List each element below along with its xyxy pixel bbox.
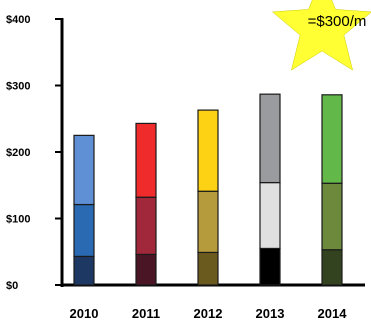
bar-segment-2010-3 bbox=[74, 135, 94, 204]
x-tick-label: 2010 bbox=[70, 306, 99, 321]
y-tick-label: $300 bbox=[6, 81, 30, 93]
bar-segment-2014-2 bbox=[322, 183, 342, 250]
bar-segment-2011-3 bbox=[136, 123, 156, 197]
bar-segment-2013-3 bbox=[260, 94, 280, 182]
y-tick-label: $100 bbox=[6, 214, 30, 226]
y-tick-label: $400 bbox=[6, 14, 30, 26]
bar-segment-2010-1 bbox=[74, 256, 94, 285]
bar-segment-2013-1 bbox=[260, 248, 280, 285]
y-tick-label: $0 bbox=[6, 280, 18, 292]
star-icon bbox=[273, 0, 371, 70]
bar-segment-2012-2 bbox=[198, 191, 218, 252]
bar-segment-2010-2 bbox=[74, 205, 94, 257]
bar-segment-2013-2 bbox=[260, 183, 280, 249]
x-tick-label: 2014 bbox=[318, 306, 348, 321]
bar-segment-2012-1 bbox=[198, 252, 218, 285]
x-tick-label: 2012 bbox=[194, 306, 223, 321]
bar-segment-2014-1 bbox=[322, 250, 342, 285]
bar-segment-2014-3 bbox=[322, 95, 342, 183]
bar-segment-2012-3 bbox=[198, 110, 218, 191]
star-annotation-label: =$300/m bbox=[308, 13, 367, 30]
star-annotation: =$300/m bbox=[273, 0, 371, 70]
x-tick-label: 2011 bbox=[132, 306, 160, 321]
x-tick-label: 2013 bbox=[256, 306, 285, 321]
bar-segment-2011-2 bbox=[136, 197, 156, 254]
y-tick-label: $200 bbox=[6, 147, 30, 159]
bars bbox=[74, 94, 342, 285]
x-axis-labels: 2010 2011 2012 2013 2014 bbox=[70, 306, 348, 321]
bar-segment-2011-1 bbox=[136, 254, 156, 285]
